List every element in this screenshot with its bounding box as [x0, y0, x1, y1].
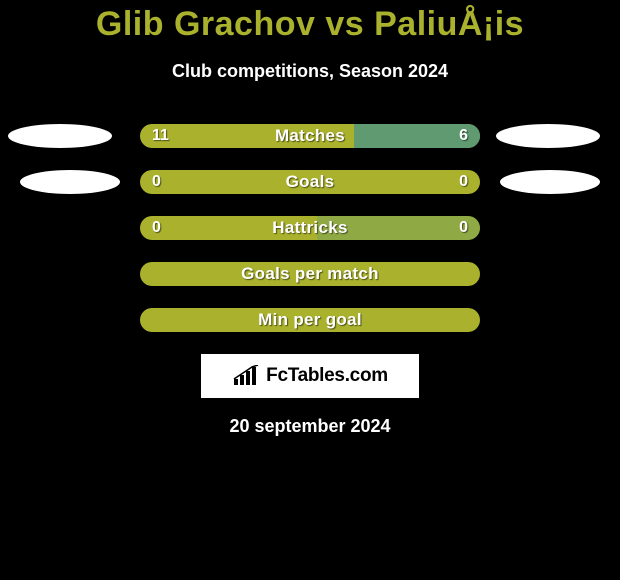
stat-row: Min per goal [0, 308, 620, 332]
logo-chart-icon [232, 365, 260, 387]
stat-value-right: 6 [459, 124, 468, 148]
player-left-ellipse [8, 124, 112, 148]
logo-text: FcTables.com [266, 365, 388, 387]
stat-rows: Matches 11 6 Goals 0 0 Hattricks 0 0 Goals per ma… [0, 124, 620, 332]
page-title: Glib Grachov vs PaliuÅ¡is [0, 0, 620, 43]
stat-pill: Goals 0 0 [140, 170, 480, 194]
stat-value-right: 0 [459, 170, 468, 194]
stat-row: Matches 11 6 [0, 124, 620, 148]
logo: FcTables.com [201, 354, 419, 398]
stat-value-left: 0 [152, 170, 161, 194]
stat-label: Hattricks [272, 218, 347, 238]
stat-row: Goals per match [0, 262, 620, 286]
title-text: Glib Grachov vs PaliuÅ¡is [96, 5, 524, 43]
page-subtitle: Club competitions, Season 2024 [0, 61, 620, 82]
stat-row: Goals 0 0 [0, 170, 620, 194]
stat-value-left: 0 [152, 216, 161, 240]
stat-value-right: 0 [459, 216, 468, 240]
stat-pill: Goals per match [140, 262, 480, 286]
player-left-ellipse [20, 170, 120, 194]
player-right-ellipse [500, 170, 600, 194]
subtitle-text: Club competitions, Season 2024 [172, 61, 448, 81]
stat-label: Min per goal [258, 310, 362, 330]
stat-label: Goals per match [241, 264, 379, 284]
stat-value-left: 11 [152, 124, 169, 148]
date-label: 20 september 2024 [0, 416, 620, 437]
player-right-ellipse [496, 124, 600, 148]
stat-pill: Min per goal [140, 308, 480, 332]
date-text: 20 september 2024 [229, 416, 390, 436]
stat-label: Matches [275, 126, 345, 146]
stat-row: Hattricks 0 0 [0, 216, 620, 240]
stat-pill: Hattricks 0 0 [140, 216, 480, 240]
stat-pill: Matches 11 6 [140, 124, 480, 148]
stat-label: Goals [286, 172, 335, 192]
